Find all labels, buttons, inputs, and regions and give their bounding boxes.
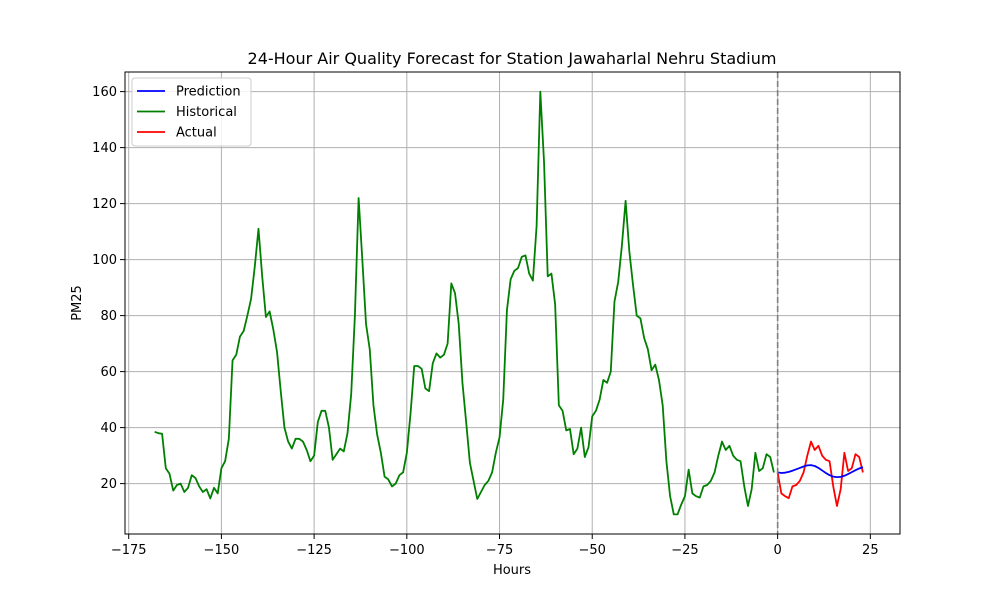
- y-tick-label: 80: [100, 309, 117, 324]
- y-tick-label: 140: [92, 141, 117, 156]
- x-tick-label: −25: [671, 543, 698, 558]
- legend-label-prediction: Prediction: [176, 85, 241, 100]
- y-tick-label: 60: [100, 365, 117, 380]
- x-tick-label: −125: [296, 543, 332, 558]
- y-axis: 20 40 60 80 100 120 140 160: [92, 85, 125, 492]
- y-tick-label: 160: [92, 85, 117, 100]
- x-tick-label: −175: [111, 543, 147, 558]
- y-tick-label: 40: [100, 421, 117, 436]
- x-tick-label: −100: [389, 543, 425, 558]
- x-tick-label: 25: [862, 543, 879, 558]
- legend-label-historical: Historical: [176, 105, 237, 120]
- x-tick-label: 0: [773, 543, 781, 558]
- plot-lines: [154, 72, 864, 534]
- legend: Prediction Historical Actual: [131, 77, 252, 147]
- plot-frame: [124, 71, 901, 535]
- y-tick-label: 20: [100, 477, 117, 492]
- series-line-prediction: [777, 464, 864, 479]
- x-tick-label: −150: [204, 543, 240, 558]
- x-axis: −175 −150 −125 −100 −75 −50 −25 0 25: [111, 534, 879, 558]
- chart-title: 24-Hour Air Quality Forecast for Station…: [248, 49, 777, 68]
- y-tick-label: 120: [92, 197, 117, 212]
- x-tick-label: −50: [579, 543, 606, 558]
- series-line-actual: [776, 440, 864, 507]
- y-tick-label: 100: [92, 253, 117, 268]
- legend-label-actual: Actual: [176, 126, 217, 141]
- x-axis-title: Hours: [493, 563, 531, 578]
- x-tick-label: −75: [486, 543, 513, 558]
- y-axis-title: PM25: [70, 285, 85, 321]
- series-line-historical: [154, 90, 775, 516]
- legend-box: [131, 77, 252, 147]
